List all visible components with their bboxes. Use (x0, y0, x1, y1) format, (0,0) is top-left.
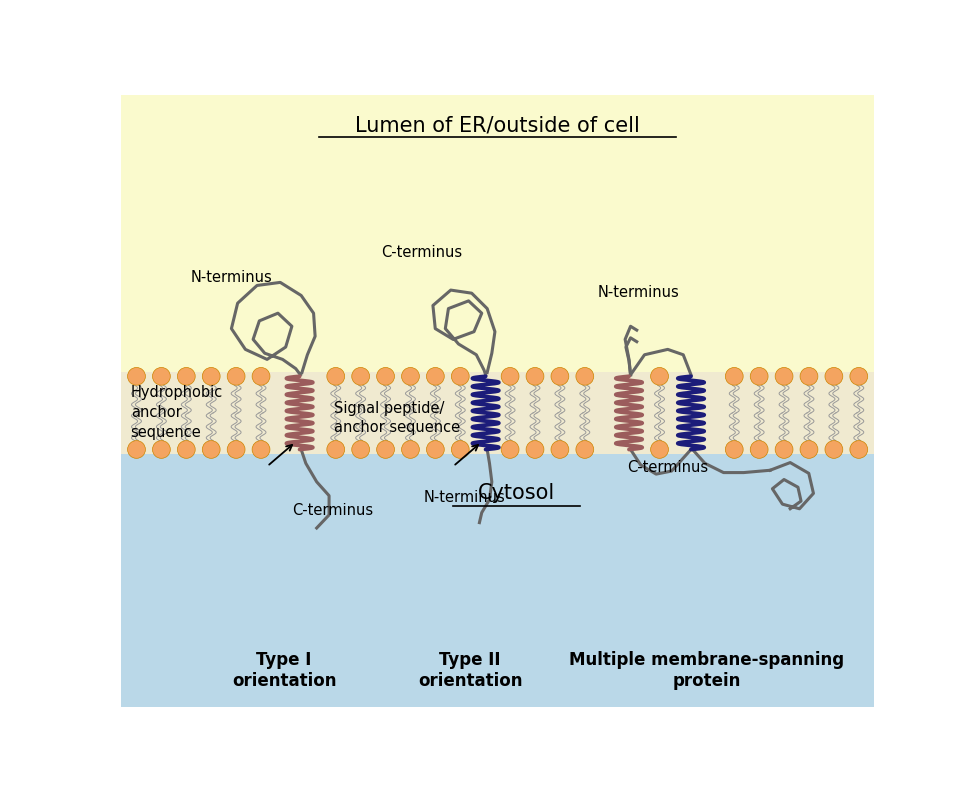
Circle shape (800, 441, 818, 458)
Circle shape (825, 368, 843, 385)
Circle shape (202, 368, 220, 385)
Circle shape (526, 441, 544, 458)
Circle shape (178, 441, 195, 458)
Circle shape (526, 368, 544, 385)
Bar (121, 454, 874, 707)
Circle shape (352, 441, 370, 458)
Circle shape (426, 368, 445, 385)
Circle shape (651, 441, 668, 458)
Circle shape (452, 441, 469, 458)
Text: N-terminus: N-terminus (423, 490, 505, 505)
Text: Type I
orientation: Type I orientation (232, 651, 336, 690)
Text: Type II
orientation: Type II orientation (418, 651, 522, 690)
Circle shape (825, 441, 843, 458)
Circle shape (850, 441, 868, 458)
Text: Multiple membrane-spanning
protein: Multiple membrane-spanning protein (569, 651, 844, 690)
Circle shape (227, 441, 245, 458)
Circle shape (800, 368, 818, 385)
Circle shape (252, 441, 270, 458)
Circle shape (501, 368, 519, 385)
Circle shape (252, 368, 270, 385)
Circle shape (725, 368, 743, 385)
Text: Signal peptide/
anchor sequence: Signal peptide/ anchor sequence (334, 400, 460, 435)
Text: N-terminus: N-terminus (598, 285, 680, 300)
Circle shape (775, 368, 793, 385)
Text: Cytosol: Cytosol (478, 483, 555, 503)
Circle shape (551, 441, 569, 458)
Circle shape (751, 441, 768, 458)
Text: N-terminus: N-terminus (191, 269, 273, 284)
Text: Hydrophobic
anchor
sequence: Hydrophobic anchor sequence (131, 385, 223, 440)
Text: Lumen of ER/outside of cell: Lumen of ER/outside of cell (354, 115, 640, 135)
Circle shape (850, 368, 868, 385)
Circle shape (551, 368, 569, 385)
Circle shape (327, 368, 345, 385)
Circle shape (501, 441, 519, 458)
Circle shape (377, 441, 394, 458)
Circle shape (402, 441, 419, 458)
Text: C-terminus: C-terminus (292, 503, 373, 518)
Circle shape (426, 441, 445, 458)
Circle shape (452, 368, 469, 385)
Text: C-terminus: C-terminus (381, 245, 462, 260)
Circle shape (202, 441, 220, 458)
Circle shape (127, 441, 146, 458)
Circle shape (402, 368, 419, 385)
Circle shape (327, 441, 345, 458)
Circle shape (751, 368, 768, 385)
Circle shape (576, 368, 593, 385)
Circle shape (651, 368, 668, 385)
Circle shape (576, 441, 593, 458)
Circle shape (152, 368, 170, 385)
Text: C-terminus: C-terminus (626, 461, 708, 476)
Circle shape (775, 441, 793, 458)
Bar (121, 372, 874, 454)
Circle shape (352, 368, 370, 385)
Circle shape (725, 441, 743, 458)
Bar (121, 95, 874, 372)
Circle shape (178, 368, 195, 385)
Circle shape (152, 441, 170, 458)
Circle shape (377, 368, 394, 385)
Circle shape (227, 368, 245, 385)
Circle shape (127, 368, 146, 385)
